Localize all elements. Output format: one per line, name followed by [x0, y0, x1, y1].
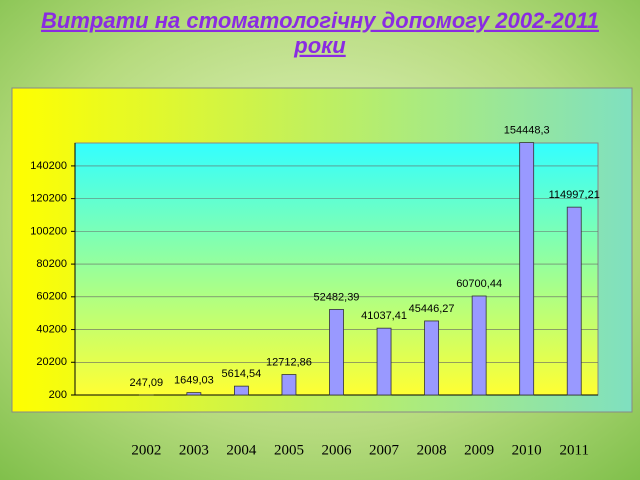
- slide-title: роки: [293, 33, 346, 58]
- value-label: 45446,27: [409, 303, 455, 315]
- x-tick-label: 2004: [226, 442, 257, 458]
- bar: [281, 374, 297, 396]
- x-tick-label: 2011: [560, 442, 589, 458]
- bar: [566, 206, 582, 396]
- x-tick-label: 2006: [322, 442, 353, 458]
- x-tick-label: 2008: [417, 442, 447, 458]
- bar: [186, 392, 202, 396]
- value-label: 12712,86: [266, 356, 312, 368]
- y-tick-label: 100200: [30, 225, 67, 237]
- value-label: 114997,21: [549, 189, 600, 201]
- bar: [376, 327, 392, 396]
- y-tick-label: 80200: [36, 258, 67, 270]
- bar: [329, 309, 344, 396]
- x-tick-label: 2003: [179, 442, 209, 458]
- y-tick-label: 200: [49, 389, 67, 401]
- bar: [519, 142, 535, 396]
- y-tick-label: 140200: [30, 160, 67, 172]
- x-tick-label: 2002: [131, 442, 161, 458]
- y-tick-label: 40200: [36, 323, 67, 335]
- x-tick-label: 2007: [369, 442, 400, 458]
- value-label: 52482,39: [314, 291, 360, 303]
- value-label: 5614,54: [222, 368, 262, 380]
- value-label: 247,09: [129, 377, 163, 389]
- x-tick-label: 2009: [464, 442, 494, 458]
- slide-title: Витрати на стоматологічну допомогу 2002-…: [41, 8, 599, 33]
- bar: [234, 385, 249, 396]
- bar: [424, 320, 439, 396]
- bar: [471, 295, 487, 396]
- value-label: 41037,41: [361, 310, 407, 322]
- x-tick-label: 2005: [274, 442, 304, 458]
- value-label: 154448,3: [504, 124, 550, 136]
- y-tick-label: 120200: [30, 193, 67, 205]
- value-label: 1649,03: [174, 375, 214, 387]
- y-tick-label: 20200: [36, 356, 67, 368]
- x-tick-label: 2010: [512, 442, 542, 458]
- y-tick-label: 60200: [36, 291, 67, 303]
- value-label: 60700,44: [456, 278, 502, 290]
